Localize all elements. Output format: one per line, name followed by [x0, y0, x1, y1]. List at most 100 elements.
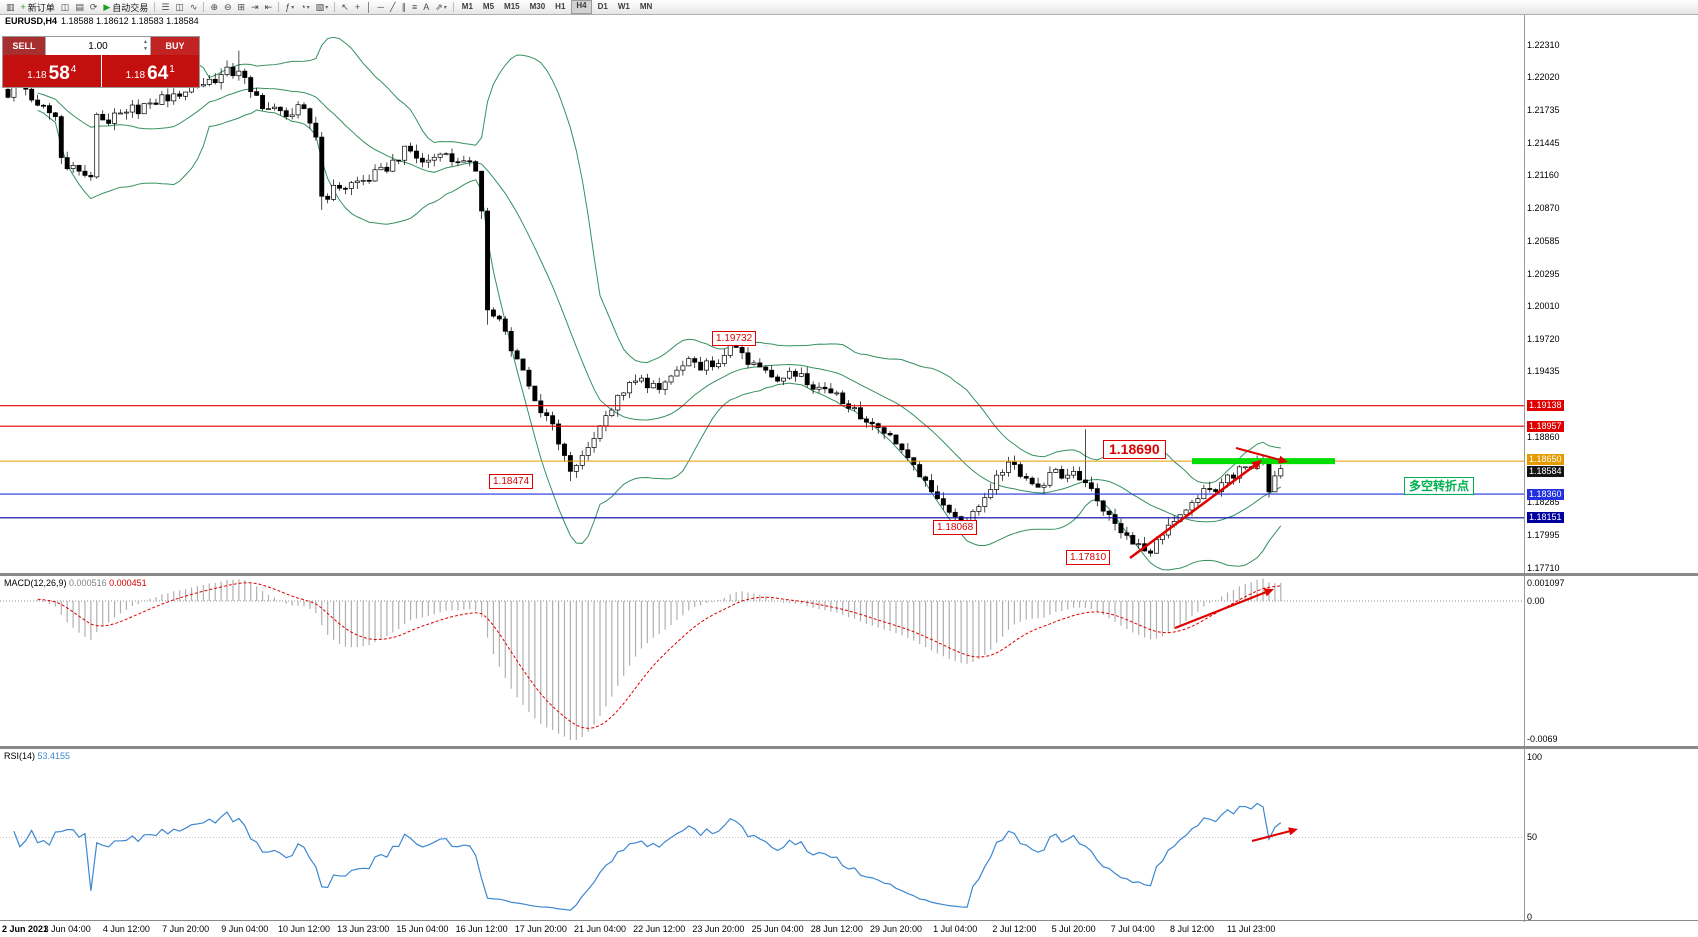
candle-body	[585, 447, 591, 456]
cursor-tool-icon: ↖	[341, 1, 349, 12]
candle-body	[402, 145, 408, 161]
candle-body	[479, 170, 485, 212]
volume-input[interactable]: 1.00 ▲ ▼	[45, 37, 151, 55]
new-order-button[interactable]: + 新订单	[19, 1, 57, 14]
support-zone-highlight[interactable]	[1192, 458, 1335, 465]
candlestick-mode-button[interactable]: ◫	[173, 1, 186, 14]
data-window-button[interactable]: ▤	[73, 1, 86, 14]
candle-body	[390, 159, 396, 172]
price-note-1.19732[interactable]: 1.19732	[712, 331, 757, 347]
main-price-chart[interactable]	[0, 36, 1524, 571]
macd-panel-chart[interactable]	[0, 578, 1524, 740]
chart-shift-button[interactable]: ⇤	[263, 1, 275, 14]
rsi-value: 53.4155	[37, 751, 71, 761]
auto-scroll-button[interactable]: ⇥	[249, 1, 261, 14]
candle-body	[1071, 471, 1077, 476]
timeframe-m15-button[interactable]: M15	[504, 2, 520, 11]
price-note-1.18068[interactable]: 1.18068	[933, 520, 978, 536]
panel-separator-rsi[interactable]	[0, 746, 1698, 749]
caret-down-icon: ▾	[325, 4, 329, 11]
price-axis-marker-1.18360: 1.18360	[1527, 488, 1564, 500]
timeframe-h4-button[interactable]: H4	[571, 0, 592, 14]
tile-windows-icon: ⊞	[237, 1, 246, 12]
zoom-in-button[interactable]: ⊕	[208, 1, 220, 14]
cursor-tool-button[interactable]: ↖	[339, 1, 351, 14]
symbol-period-label: EURUSD,H4	[5, 16, 58, 26]
candle-body	[721, 355, 727, 364]
line-chart-mode-button[interactable]: ∿	[188, 1, 200, 14]
periods-list-icon: ◔	[300, 1, 306, 12]
candle-body	[171, 93, 177, 102]
ask-price-button[interactable]: 1.18 64 1	[101, 55, 199, 87]
time-axis-label: 11 Jul 23:00	[1227, 924, 1276, 934]
price-note-1.17810[interactable]: 1.17810	[1066, 549, 1111, 565]
candle-body	[236, 70, 242, 77]
text-tool-button[interactable]: A	[421, 1, 431, 14]
rsi-axis-label: 50	[1527, 832, 1538, 842]
timeframe-mn-button[interactable]: MN	[639, 2, 653, 11]
candle-body	[348, 182, 354, 189]
zoom-out-button[interactable]: ⊖	[222, 1, 234, 14]
candle-body	[1130, 535, 1136, 545]
volume-up-icon[interactable]: ▲	[143, 39, 148, 45]
time-axis-label: 7 Jul 04:00	[1110, 924, 1155, 934]
auto-trading-button[interactable]: ▶ 自动交易	[101, 1, 150, 14]
price-axis-tick: 1.18860	[1527, 431, 1560, 442]
rsi-line	[13, 802, 1282, 911]
timeframe-m30-button[interactable]: M30	[529, 2, 546, 11]
timeframe-h1-button[interactable]: H1	[555, 2, 566, 11]
time-axis-label: 23 Jun 20:00	[692, 924, 745, 934]
turning-point-label[interactable]: 多空转折点	[1404, 477, 1475, 495]
channel-tool-icon: ∥	[401, 1, 406, 12]
fibonacci-tool-button[interactable]: ≡	[410, 1, 419, 14]
volume-down-icon[interactable]: ▼	[143, 46, 148, 52]
candle-body	[35, 99, 41, 106]
timeframe-w1-button[interactable]: W1	[617, 2, 630, 11]
candle-body	[603, 415, 609, 427]
vertical-line-tool-button[interactable]: │	[364, 1, 374, 14]
new-chart-button[interactable]: ▥	[4, 1, 17, 14]
price-note-1.18690[interactable]: 1.18690	[1103, 439, 1166, 459]
indicators-list-button[interactable]: ƒ ▾	[283, 1, 296, 14]
price-note-1.18474[interactable]: 1.18474	[489, 474, 534, 490]
candle-body	[923, 476, 929, 481]
buy-button[interactable]: BUY	[151, 37, 199, 55]
sell-button[interactable]: SELL	[3, 37, 45, 55]
market-watch-button[interactable]: ◫	[59, 1, 72, 14]
rsi-name: RSI(14)	[4, 751, 36, 761]
candle-body	[692, 358, 698, 363]
price-axis-tick: 1.22310	[1527, 39, 1560, 50]
strategy-navigator-icon: ⟳	[89, 1, 98, 12]
tile-windows-button[interactable]: ⊞	[236, 1, 248, 14]
horizontal-line-tool-button[interactable]: ─	[376, 1, 386, 14]
candle-body	[727, 344, 733, 356]
timeframe-m1-button[interactable]: M1	[461, 2, 473, 11]
templates-button[interactable]: ▧ ▾	[314, 1, 331, 14]
rsi-panel-chart[interactable]	[0, 802, 1524, 911]
crosshair-tool-button[interactable]: +	[353, 1, 362, 14]
trendline-tool-button[interactable]: ╱	[388, 1, 397, 14]
toolbar-separator	[452, 2, 454, 12]
strategy-navigator-button[interactable]: ⟳	[88, 1, 100, 14]
candle-body	[301, 104, 307, 110]
channel-tool-button[interactable]: ∥	[399, 1, 408, 14]
candle-body	[224, 66, 230, 75]
candle-body	[633, 380, 638, 383]
timeframe-d1-button[interactable]: D1	[597, 2, 608, 11]
panel-separator-macd[interactable]	[0, 573, 1698, 576]
arrows-tool-button[interactable]: ⇗ ▾	[433, 1, 449, 14]
timeframe-m5-button[interactable]: M5	[482, 2, 495, 11]
bid-price-button[interactable]: 1.18 58 4	[3, 55, 102, 87]
templates-icon: ▧	[315, 1, 325, 12]
bar-chart-mode-button[interactable]: ☰	[159, 1, 171, 14]
candle-body	[739, 347, 745, 354]
periods-list-button[interactable]: ◔ ▾	[298, 1, 311, 14]
toolbar-separator	[278, 2, 280, 12]
time-axis-label: 25 Jun 04:00	[751, 924, 804, 934]
candle-body	[917, 464, 923, 478]
candle-body	[76, 165, 82, 172]
macd-signal-value: 0.000451	[109, 578, 147, 588]
candle-body	[609, 409, 615, 416]
candle-body	[532, 385, 538, 402]
